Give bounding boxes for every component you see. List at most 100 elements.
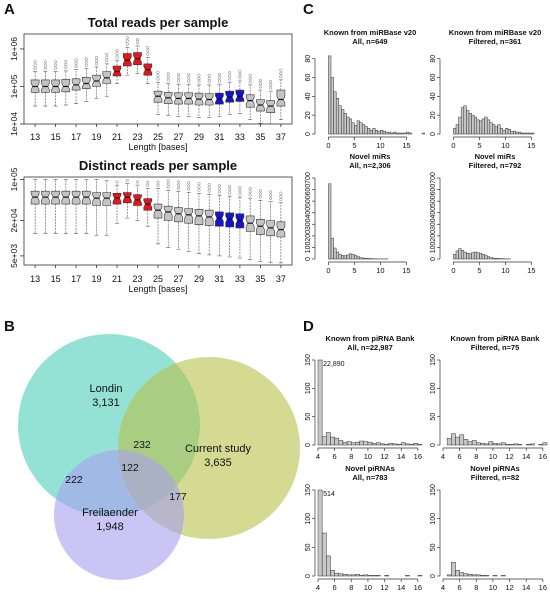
hist-bar: [492, 124, 496, 135]
y-tick-label: 300: [430, 218, 437, 230]
y-tick-label: 100: [305, 513, 312, 525]
hist-title: Known from miRBase v20: [449, 28, 542, 37]
hist-bar: [413, 443, 419, 446]
hist-bar: [510, 130, 514, 135]
y-tick-label: 100: [430, 241, 437, 253]
outlier: [269, 86, 273, 90]
hist-bar: [392, 443, 398, 446]
y-tick-label: 1e+05: [9, 167, 19, 191]
box-32: [225, 184, 234, 258]
y-tick-label: 400: [305, 207, 312, 219]
hist-bar: [484, 255, 488, 260]
hist-bar: [406, 131, 410, 135]
outlier: [187, 187, 191, 191]
hist-subtitle: Filtered, n=792: [469, 161, 522, 170]
hist-bar: [351, 574, 356, 577]
hist-bar: [466, 110, 470, 135]
x-tick-label: 19: [92, 132, 102, 142]
hist-bar: [375, 442, 381, 446]
x-tick-label: 0: [326, 141, 330, 150]
y-tick-label: 150: [430, 354, 437, 366]
x-tick-label: 21: [112, 274, 122, 284]
x-tick-label: 15: [51, 132, 61, 142]
hist-bar: [354, 125, 358, 135]
hist-bar: [364, 258, 368, 260]
y-tick-label: 1e+04: [9, 112, 19, 136]
hist-bar: [328, 55, 332, 135]
outlier: [197, 73, 201, 77]
hist-bar: [351, 254, 355, 260]
outlier: [115, 55, 119, 59]
x-tick-label: 35: [255, 132, 265, 142]
box-36: [266, 190, 275, 263]
hist-subtitle: All, n=783: [352, 473, 387, 482]
hist-bar: [530, 443, 535, 446]
outlier: [187, 76, 191, 80]
hist-bar: [473, 116, 478, 135]
box-body: [102, 192, 112, 206]
hist-bar: [334, 572, 340, 577]
x-tick-label: 8: [349, 583, 353, 592]
x-tick-label: 15: [527, 266, 535, 275]
hist-bar: [355, 441, 360, 446]
hist-title: Novel miRs: [475, 152, 516, 161]
y-tick-label: 700: [430, 172, 437, 184]
hist-bar: [446, 437, 452, 446]
x-tick-label: 14: [522, 583, 530, 592]
hist-bar: [338, 440, 344, 446]
x-tick-label: 4: [316, 583, 320, 592]
outlier: [125, 178, 129, 182]
hist-bar: [387, 131, 392, 135]
outlier: [238, 73, 242, 77]
hist-bar: [505, 128, 509, 135]
box-13: [30, 60, 40, 107]
hist-bar: [359, 440, 365, 446]
box-30: [204, 73, 214, 118]
outlier: [269, 196, 273, 200]
outlier: [84, 60, 88, 64]
hist-bar: [489, 122, 493, 135]
hist-bar: [499, 128, 504, 135]
hist-bar: [451, 433, 456, 446]
hist-bar: [513, 443, 519, 446]
hist-bar: [400, 442, 406, 446]
hist-bar: [363, 441, 369, 446]
hist-bar: [476, 119, 480, 135]
outlier: [176, 180, 181, 184]
hist-bar: [359, 122, 363, 135]
hist-bar: [492, 257, 496, 260]
outlier: [269, 193, 273, 197]
box-17: [71, 179, 81, 234]
outlier: [228, 188, 232, 192]
hist-bar: [321, 532, 327, 577]
box-15: [51, 60, 60, 107]
x-tick-label: 6: [333, 452, 337, 461]
hist-bar: [453, 128, 457, 135]
outlier: [269, 190, 273, 194]
hist-bar: [338, 105, 342, 135]
hist-bar: [494, 126, 498, 135]
venn-set-name: Londin: [89, 383, 122, 395]
hist-bar: [505, 444, 510, 446]
hist-bar: [356, 120, 360, 135]
hist-bar: [486, 119, 491, 135]
box-body: [215, 211, 224, 227]
outlier: [105, 52, 109, 56]
outlier: [95, 59, 99, 63]
outlier: [135, 38, 140, 42]
hist-bar: [330, 237, 334, 260]
outlier: [248, 187, 252, 191]
hist-bar: [351, 442, 356, 446]
box-33: [235, 69, 245, 114]
hist-bar: [484, 575, 490, 577]
hist-bar: [538, 444, 544, 446]
x-tick-label: 17: [71, 132, 81, 142]
hist-bar: [421, 132, 425, 135]
hist-bar: [455, 250, 459, 260]
x-tick-label: 12: [505, 583, 513, 592]
box-13: [30, 179, 40, 234]
x-tick-label: 33: [235, 132, 245, 142]
y-tick-label: 100: [305, 241, 312, 253]
hist-bar: [343, 255, 347, 260]
y-tick-label: 60: [305, 74, 312, 82]
